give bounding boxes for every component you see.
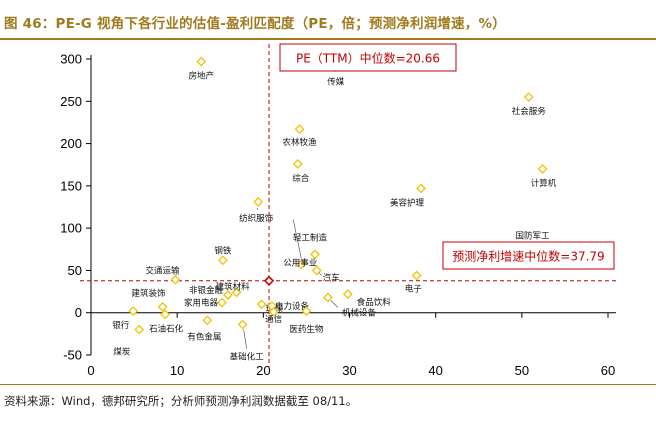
point-煤炭 — [134, 324, 145, 335]
x-tick-label: 40 — [428, 363, 442, 378]
point-建筑材料 — [231, 287, 242, 298]
point-label: 公用事业 — [283, 258, 317, 269]
point-label: 有色金属 — [187, 331, 221, 342]
point-交通运输 — [170, 274, 181, 285]
y-tick-label: 50 — [68, 263, 82, 278]
point-label: 纺织服饰 — [239, 213, 274, 224]
point-label: 建筑装饰 — [132, 288, 167, 299]
point-label: 综合 — [292, 173, 310, 184]
point-label: 传媒 — [327, 76, 345, 87]
point-label: 电子 — [405, 284, 423, 295]
point-家用电器 — [217, 297, 227, 308]
median-growth-box — [442, 241, 615, 270]
point-label: 社会服务 — [512, 106, 547, 117]
chart-title: 图 46：PE-G 视角下各行业的估值-盈利匹配度（PE，倍；预测净利润增速，%… — [4, 16, 506, 32]
point-医药生物 — [301, 306, 312, 316]
point-label: 食品饮料 — [357, 297, 392, 308]
point-非银金融 — [223, 290, 233, 300]
point-纺织服饰 — [253, 197, 264, 207]
point-有色金属 — [202, 315, 213, 326]
point-label: 计算机 — [531, 178, 557, 189]
point-银行 — [128, 306, 139, 316]
point-基础化工 — [237, 319, 248, 330]
source-divider — [0, 384, 656, 385]
point-label: 汽车 — [323, 272, 340, 283]
point-label: 家用电器 — [184, 298, 219, 309]
leader-line — [330, 300, 339, 308]
median-intersection-marker — [263, 275, 275, 286]
point-label: 非银金融 — [189, 285, 224, 296]
point-label: 交通运输 — [145, 266, 180, 277]
point-label: 电力设备 — [275, 301, 310, 312]
point-label: 煤炭 — [113, 347, 131, 358]
median-pe-annotation: PE（TTM）中位数=20.66 — [296, 51, 440, 66]
x-tick-label: 10 — [170, 363, 184, 378]
point-label: 轻工制造 — [293, 232, 328, 243]
point-label: 美容护理 — [390, 197, 425, 208]
point-通信 — [268, 306, 279, 317]
median-growth-annotation: 预测净利增速中位数=37.79 — [452, 249, 604, 264]
y-tick-label: 250 — [60, 94, 82, 109]
point-机械设备 — [323, 292, 333, 303]
point-农林牧渔 — [294, 124, 305, 135]
y-tick-label: 150 — [60, 178, 82, 193]
point-计算机 — [537, 164, 548, 174]
point-石油石化 — [160, 309, 171, 320]
point-环保 — [256, 299, 267, 310]
x-tick-label: 0 — [87, 363, 94, 378]
point-label: 银行 — [112, 320, 130, 331]
y-tick-label: -50 — [63, 348, 82, 363]
leader-line — [292, 219, 302, 259]
x-tick-label: 30 — [342, 363, 356, 378]
leader-line — [243, 329, 247, 349]
point-label: 建筑材料 — [216, 281, 251, 292]
source-note: 资料来源：Wind，德邦研究所；分析师预测净利润数据截至 08/11。 — [4, 394, 358, 408]
point-label: 机械设备 — [342, 307, 377, 318]
point-电子 — [411, 270, 422, 281]
point-房地产 — [196, 56, 207, 67]
point-label: 医药生物 — [289, 324, 324, 335]
y-tick-label: 300 — [60, 52, 82, 67]
leader-line — [318, 272, 322, 276]
point-公用事业 — [296, 259, 307, 270]
point-钢铁 — [217, 255, 228, 266]
y-tick-label: 200 — [60, 136, 82, 151]
point-社会服务 — [523, 92, 534, 102]
point-label: 钢铁 — [214, 245, 232, 256]
title-divider — [0, 38, 656, 40]
point-综合 — [292, 158, 303, 169]
point-建筑装饰 — [157, 301, 168, 312]
y-tick-label: 0 — [75, 305, 82, 320]
y-tick-label: 100 — [60, 221, 82, 236]
point-label: 通信 — [265, 314, 283, 325]
point-label: 基础化工 — [230, 352, 265, 363]
point-label: 石油石化 — [149, 323, 184, 334]
x-tick-label: 20 — [256, 363, 270, 378]
point-轻工制造 — [310, 249, 320, 260]
point-label: 农林牧渔 — [283, 137, 318, 148]
point-美容护理 — [416, 183, 426, 194]
point-label: 房地产 — [189, 71, 215, 82]
scatter-chart: -50 0 50 100 150 200 250 300 0 10 20 30 40 50 60 房地产 传媒… — [60, 43, 617, 378]
point-label: 国防军工 — [515, 231, 550, 242]
x-tick-label: 50 — [515, 363, 529, 378]
point-食品饮料 — [342, 289, 353, 300]
median-pe-box — [279, 43, 457, 72]
x-tick-label: 60 — [601, 363, 615, 378]
